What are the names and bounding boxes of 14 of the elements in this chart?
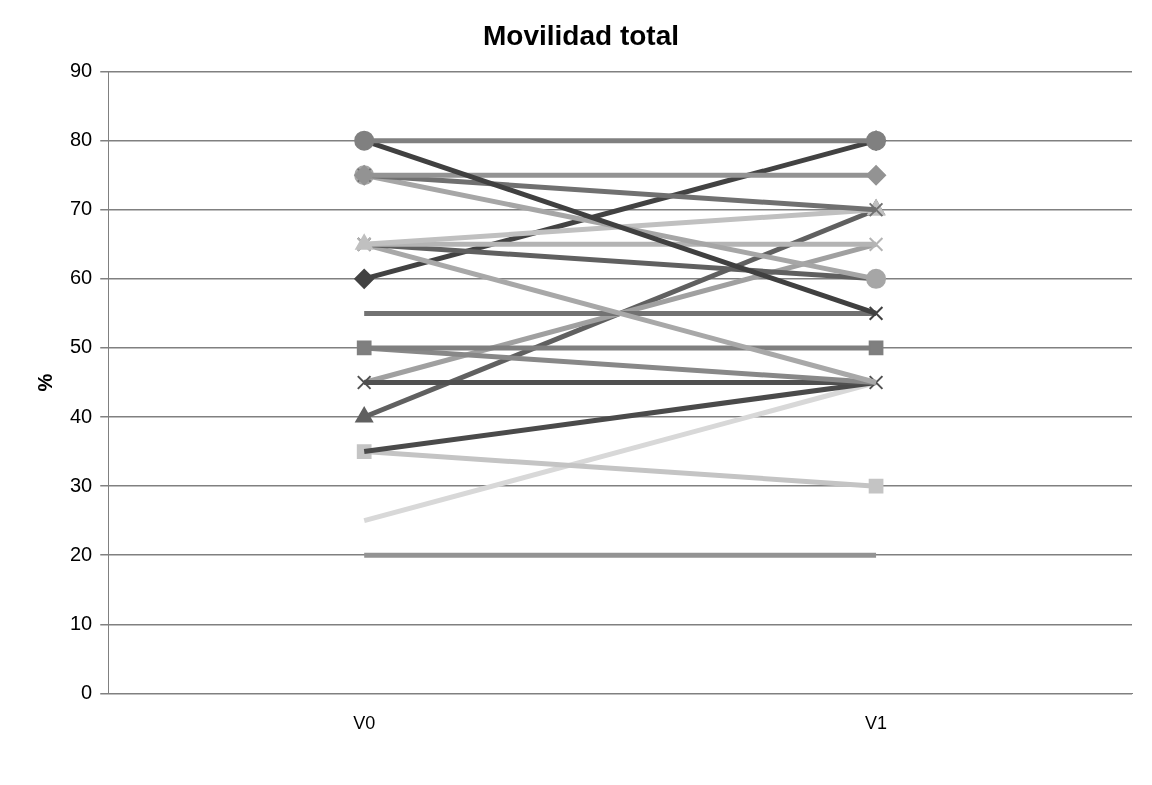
y-axis-title: % — [33, 373, 56, 392]
y-tick-label: 20 — [70, 542, 93, 565]
chart-title: Movilidad total — [483, 19, 679, 51]
y-tick-label: 60 — [70, 266, 93, 289]
y-tick-label: 90 — [70, 59, 93, 82]
y-tick-label: 10 — [70, 611, 93, 634]
x-tick-label: V0 — [353, 713, 376, 734]
y-tick-label: 80 — [70, 128, 93, 151]
y-tick-label: 30 — [70, 473, 93, 496]
y-tick-label: 40 — [70, 404, 93, 427]
y-tick-label: 70 — [70, 197, 93, 220]
x-tick-label: V1 — [865, 713, 888, 734]
y-tick-label: 0 — [81, 680, 93, 703]
y-tick-label: 50 — [70, 335, 93, 358]
